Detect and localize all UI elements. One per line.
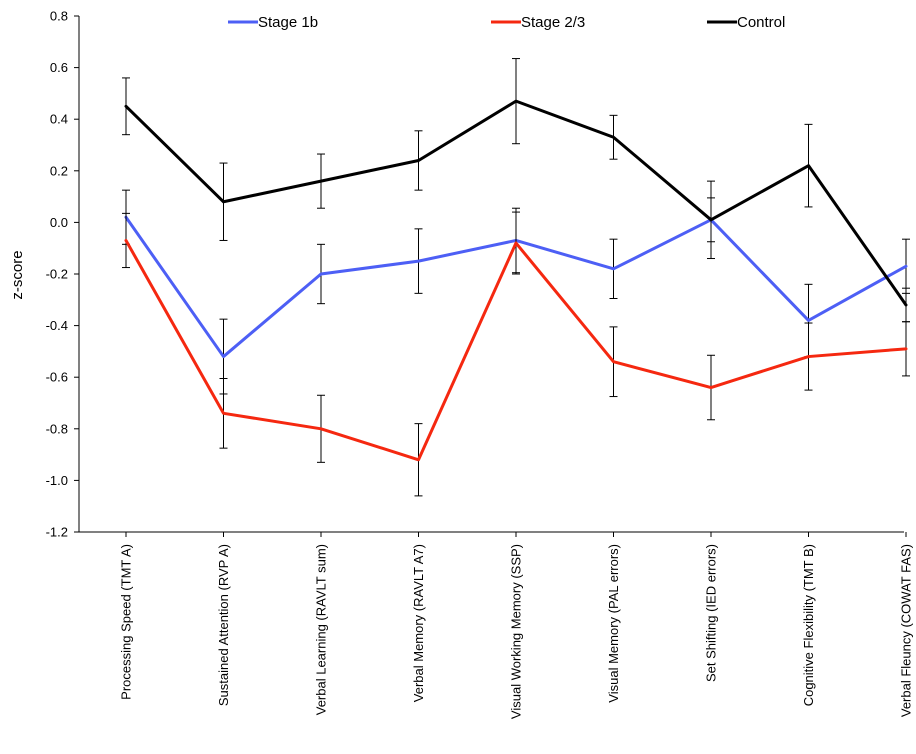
legend-label: Control [737, 14, 785, 31]
x-tick-label: Set Shifting (IED errors) [704, 544, 719, 682]
data-point [905, 304, 907, 306]
data-point [125, 105, 127, 108]
data-point [417, 458, 420, 461]
data-point [612, 360, 615, 363]
data-point [417, 159, 420, 162]
y-axis-title: z-score [9, 250, 26, 299]
legend-label: Stage 1b [258, 14, 318, 31]
y-tick-label: -0.2 [46, 267, 68, 282]
x-tick-label: Verbal Memory (RAVLT A7) [411, 544, 426, 702]
x-tick-label: Verbal Learning (RAVLT sum) [314, 544, 329, 715]
data-point [417, 260, 420, 262]
data-point [612, 268, 615, 270]
x-tick-label: Visual Memory (PAL errors) [606, 544, 621, 703]
data-point [905, 348, 907, 350]
legend-label: Stage 2/3 [521, 14, 585, 31]
data-point [807, 164, 810, 167]
data-point [125, 239, 127, 242]
data-point [222, 412, 225, 415]
y-tick-label: 0.4 [50, 112, 68, 127]
legend: Stage 1b Stage 2/3 Control [228, 14, 785, 31]
data-point [222, 200, 225, 203]
y-tick-label: -0.6 [46, 370, 68, 385]
series-area [122, 58, 910, 497]
series-control [122, 58, 910, 323]
x-tick-label: Sustained Attention (RVP A) [216, 544, 231, 706]
data-point [807, 319, 810, 322]
x-tick-label: Verbal Fleuncy (COWAT FAS) [899, 544, 914, 717]
data-point [222, 355, 225, 358]
data-point [320, 428, 322, 430]
data-point [320, 180, 322, 182]
data-point [612, 136, 615, 139]
y-tick-label: 0.6 [50, 60, 68, 75]
data-point [515, 242, 517, 244]
series-stage-2-3 [122, 211, 910, 497]
data-point [710, 386, 712, 389]
data-point [905, 265, 907, 268]
y-tick-label: 0.8 [50, 9, 68, 24]
x-tick-label: Cognitive Flexibility (TMT B) [801, 544, 816, 706]
y-tick-label: -0.4 [46, 318, 68, 333]
y-axis: 0.8 0.6 0.4 0.2 0.0 -0.2 -0.4 -0.6 -0.8 -1.0 -1.2 [46, 9, 80, 540]
x-tick-label: Visual Working Memory (SSP) [509, 544, 524, 719]
data-point [710, 219, 712, 221]
x-axis: Processing Speed (TMT A) Sustained Attent… [79, 531, 914, 719]
y-tick-label: -1.0 [46, 473, 68, 488]
y-tick-label: 0.2 [50, 163, 68, 178]
data-point [807, 355, 810, 358]
y-tick-label: -0.8 [46, 421, 68, 436]
y-tick-label: -1.2 [46, 525, 68, 540]
data-point [515, 100, 517, 102]
data-point [320, 273, 322, 275]
y-tick-label: 0.0 [50, 215, 68, 230]
x-tick-label: Processing Speed (TMT A) [119, 544, 134, 700]
